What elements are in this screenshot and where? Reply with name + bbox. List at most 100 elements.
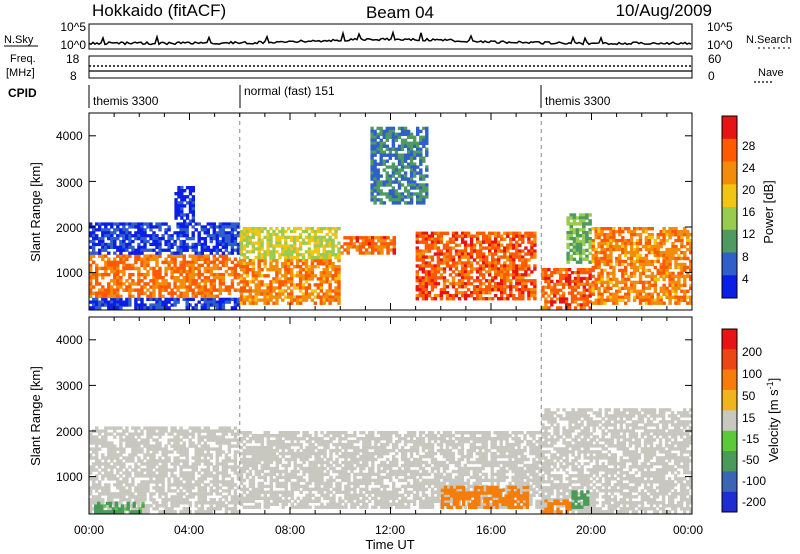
power-cell: [278, 253, 282, 257]
power-cell: [143, 245, 147, 249]
power-cell: [573, 300, 578, 304]
power-cell: [683, 256, 687, 261]
power-cell: [107, 288, 111, 292]
power-cell: [497, 249, 501, 253]
power-cell: [382, 141, 386, 145]
power-cell: [134, 266, 138, 271]
power-cell: [346, 248, 350, 252]
velocity-cell: [179, 453, 183, 457]
velocity-cell: [197, 447, 201, 451]
power-cell: [251, 301, 255, 305]
velocity-cell: [212, 465, 216, 469]
velocity-cell: [224, 432, 229, 436]
power-cell: [530, 234, 534, 238]
power-cell: [197, 237, 201, 241]
power-cell: [406, 141, 411, 145]
velocity-cell: [185, 495, 189, 499]
power-cell: [209, 282, 213, 286]
power-cell: [155, 242, 159, 247]
power-cell: [615, 289, 619, 293]
power-cell: [179, 242, 183, 247]
power-cell: [266, 268, 270, 272]
velocity-cell: [122, 477, 126, 481]
power-cell: [421, 252, 426, 256]
power-cell: [606, 277, 610, 282]
power-cell: [185, 225, 189, 229]
power-cell: [400, 132, 405, 136]
power-cell: [662, 259, 666, 264]
power-cell: [128, 254, 132, 258]
power-cell: [606, 241, 610, 246]
power-cell: [173, 276, 177, 280]
power-cell: [158, 239, 162, 244]
power-cell: [547, 306, 551, 310]
power-cell: [394, 198, 399, 202]
velocity-cell: [188, 492, 192, 496]
velocity-cell: [227, 483, 232, 487]
power-cell: [164, 242, 168, 247]
power-cell: [92, 242, 96, 247]
power-cell: [364, 236, 369, 240]
velocity-cell: [233, 471, 238, 475]
power-cell: [689, 274, 692, 279]
power-cell: [92, 272, 96, 277]
power-cell: [173, 231, 177, 235]
power-cell: [337, 286, 341, 290]
power-cell: [466, 252, 471, 256]
power-cell: [137, 294, 141, 299]
power-cell: [119, 231, 123, 235]
power-cell: [182, 228, 186, 232]
power-cell: [107, 285, 111, 289]
power-cell: [388, 180, 392, 184]
power-cell: [290, 277, 294, 281]
velocity-cell: [92, 435, 96, 439]
power-cell: [251, 250, 255, 254]
power-cell: [295, 298, 300, 302]
power-cell: [182, 248, 186, 252]
velocity-cell: [140, 471, 144, 475]
power-cell: [293, 241, 297, 245]
power-cell: [233, 300, 238, 304]
power-cell: [454, 234, 459, 238]
power-cell: [388, 195, 392, 199]
power-cell: [418, 276, 422, 280]
velocity-cell: [236, 510, 241, 514]
power-cell: [379, 126, 383, 131]
power-cell: [113, 303, 117, 307]
power-cell: [119, 242, 123, 247]
power-cell: [556, 288, 560, 292]
power-cell: [307, 256, 312, 260]
power-cell: [233, 263, 238, 268]
power-cell: [556, 268, 560, 272]
power-cell: [113, 300, 117, 304]
power-cell: [421, 231, 426, 235]
power-cell: [509, 264, 513, 268]
power-cell: [579, 279, 584, 284]
power-cell: [92, 251, 96, 255]
power-cell: [263, 298, 267, 302]
velocity-cell: [251, 475, 256, 480]
power-cell: [248, 301, 252, 305]
velocity-cell: [197, 432, 201, 436]
power-cell: [206, 288, 210, 292]
power-cell: [319, 295, 323, 299]
velocity-cell: [200, 450, 204, 454]
power-cell: [221, 257, 226, 261]
power-cell: [394, 201, 399, 205]
power-cell: [494, 288, 498, 292]
power-cell: [361, 251, 366, 255]
power-cell: [164, 282, 168, 286]
velocity-cell: [176, 498, 180, 502]
power-cell: [116, 266, 120, 271]
power-cell: [680, 241, 684, 246]
power-cell: [397, 147, 402, 151]
power-cell: [373, 147, 377, 151]
velocity-cell: [158, 447, 162, 451]
velocity-cell: [107, 447, 111, 451]
power-cell: [281, 244, 285, 248]
velocity-cell: [119, 453, 123, 457]
power-cell: [319, 241, 323, 245]
power-cell: [203, 260, 207, 265]
velocity-cell: [176, 459, 180, 463]
power-cell: [394, 189, 399, 193]
